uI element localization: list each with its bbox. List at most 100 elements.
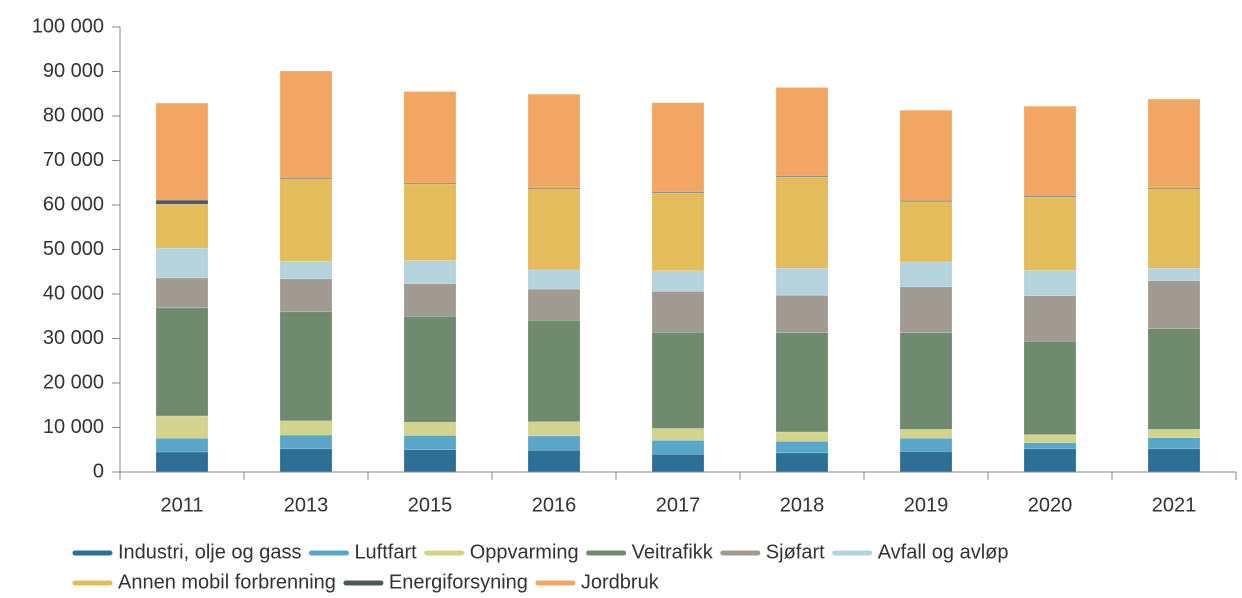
legend-label: Energiforsyning — [389, 571, 528, 593]
bar-segment — [899, 201, 953, 263]
bar-segment — [279, 260, 333, 280]
bar-segment — [899, 286, 953, 333]
bar-segment — [1147, 98, 1201, 188]
bar-segment — [1147, 437, 1201, 450]
bar-segment — [527, 320, 581, 422]
bar-segment — [1147, 188, 1201, 269]
bar-segment — [775, 87, 829, 177]
bar-segment — [1147, 448, 1201, 473]
bar-segment — [155, 451, 209, 473]
bar-segment — [279, 278, 333, 313]
bar-segment — [651, 270, 705, 292]
bar-segment — [155, 307, 209, 417]
bar-segment — [899, 261, 953, 288]
bar-segment — [279, 448, 333, 473]
bar-segment — [651, 428, 705, 441]
x-tick-label: 2013 — [284, 494, 329, 516]
legend-label: Veitrafikk — [632, 541, 714, 563]
bar-segment — [155, 277, 209, 309]
bar-segment — [775, 441, 829, 454]
bar-segment — [1023, 295, 1077, 342]
bar-segment — [1023, 196, 1077, 271]
bar-segment — [899, 429, 953, 439]
bar-segment — [155, 415, 209, 439]
legend-label: Jordbruk — [581, 571, 660, 593]
y-tick-label: 20 000 — [43, 371, 104, 393]
legend-label: Luftfart — [354, 541, 417, 563]
legend-label: Oppvarming — [470, 541, 579, 563]
bar-segment — [403, 421, 457, 436]
x-tick-label: 2011 — [160, 494, 203, 516]
bar-segment — [651, 440, 705, 455]
bar-segment — [155, 437, 209, 453]
bar-segment — [899, 109, 953, 201]
x-tick-label: 2018 — [780, 494, 825, 516]
bar-segment — [1147, 429, 1201, 438]
bar-segment — [775, 452, 829, 473]
bar-segment — [527, 449, 581, 473]
bar-segment — [651, 332, 705, 429]
bar-segment — [1147, 280, 1201, 329]
bar-segment — [775, 267, 829, 296]
bar-segment — [1023, 270, 1077, 297]
bar-segment — [155, 203, 209, 249]
bar-segment — [279, 311, 333, 422]
y-tick-label: 60 000 — [43, 193, 104, 215]
bar-segment — [403, 183, 457, 261]
y-tick-label: 10 000 — [43, 416, 104, 438]
bar-segment — [775, 332, 829, 433]
legend-label: Sjøfart — [766, 541, 825, 563]
bar-segment — [1147, 187, 1201, 189]
bar-segment — [155, 199, 209, 205]
y-tick-label: 40 000 — [43, 282, 104, 304]
bar-segment — [1023, 340, 1077, 435]
y-tick-label: 30 000 — [43, 327, 104, 349]
bar-segment — [1147, 267, 1201, 281]
bar-segment — [527, 288, 581, 321]
x-tick-label: 2019 — [904, 494, 949, 516]
bar-segment — [1023, 105, 1077, 197]
bar-segment — [651, 291, 705, 333]
bar-segment — [775, 295, 829, 333]
bar-segment — [403, 283, 457, 317]
bar-segment — [527, 188, 581, 271]
bar-segment — [403, 260, 457, 285]
y-tick-label: 90 000 — [43, 60, 104, 82]
bar-segment — [651, 192, 705, 272]
bar-segment — [899, 332, 953, 430]
x-tick-label: 2017 — [656, 494, 701, 516]
x-tick-label: 2021 — [1152, 494, 1197, 516]
bar-segment — [155, 247, 209, 279]
x-tick-label: 2020 — [1028, 494, 1073, 516]
bar-segment — [899, 451, 953, 473]
bar-segment — [775, 176, 829, 269]
bar-segment — [279, 434, 333, 450]
bar-segment — [1023, 442, 1077, 450]
bar-segment — [1023, 434, 1077, 443]
x-tick-label: 2016 — [532, 494, 577, 516]
bar-segment — [279, 70, 333, 179]
bar-segment — [899, 200, 953, 202]
bar-segment — [775, 431, 829, 442]
bar-segment — [527, 187, 581, 189]
y-tick-label: 0 — [93, 460, 104, 482]
bar-segment — [527, 421, 581, 437]
y-tick-label: 70 000 — [43, 149, 104, 171]
x-tick-label: 2015 — [408, 494, 453, 516]
bar-segment — [403, 316, 457, 423]
bar-segment — [899, 437, 953, 452]
bar-segment — [527, 269, 581, 290]
bar-segment — [403, 449, 457, 473]
legend-label: Avfall og avløp — [878, 541, 1009, 563]
y-tick-label: 50 000 — [43, 238, 104, 260]
bar-segment — [527, 435, 581, 451]
bar-segment — [403, 435, 457, 451]
bar-segment — [279, 420, 333, 436]
bar-segment — [527, 93, 581, 188]
bar-segment — [1023, 448, 1077, 473]
legend-label: Industri, olje og gass — [118, 541, 301, 563]
y-tick-label: 80 000 — [43, 104, 104, 126]
bar-segment — [651, 453, 705, 473]
bar-segment — [403, 91, 457, 184]
